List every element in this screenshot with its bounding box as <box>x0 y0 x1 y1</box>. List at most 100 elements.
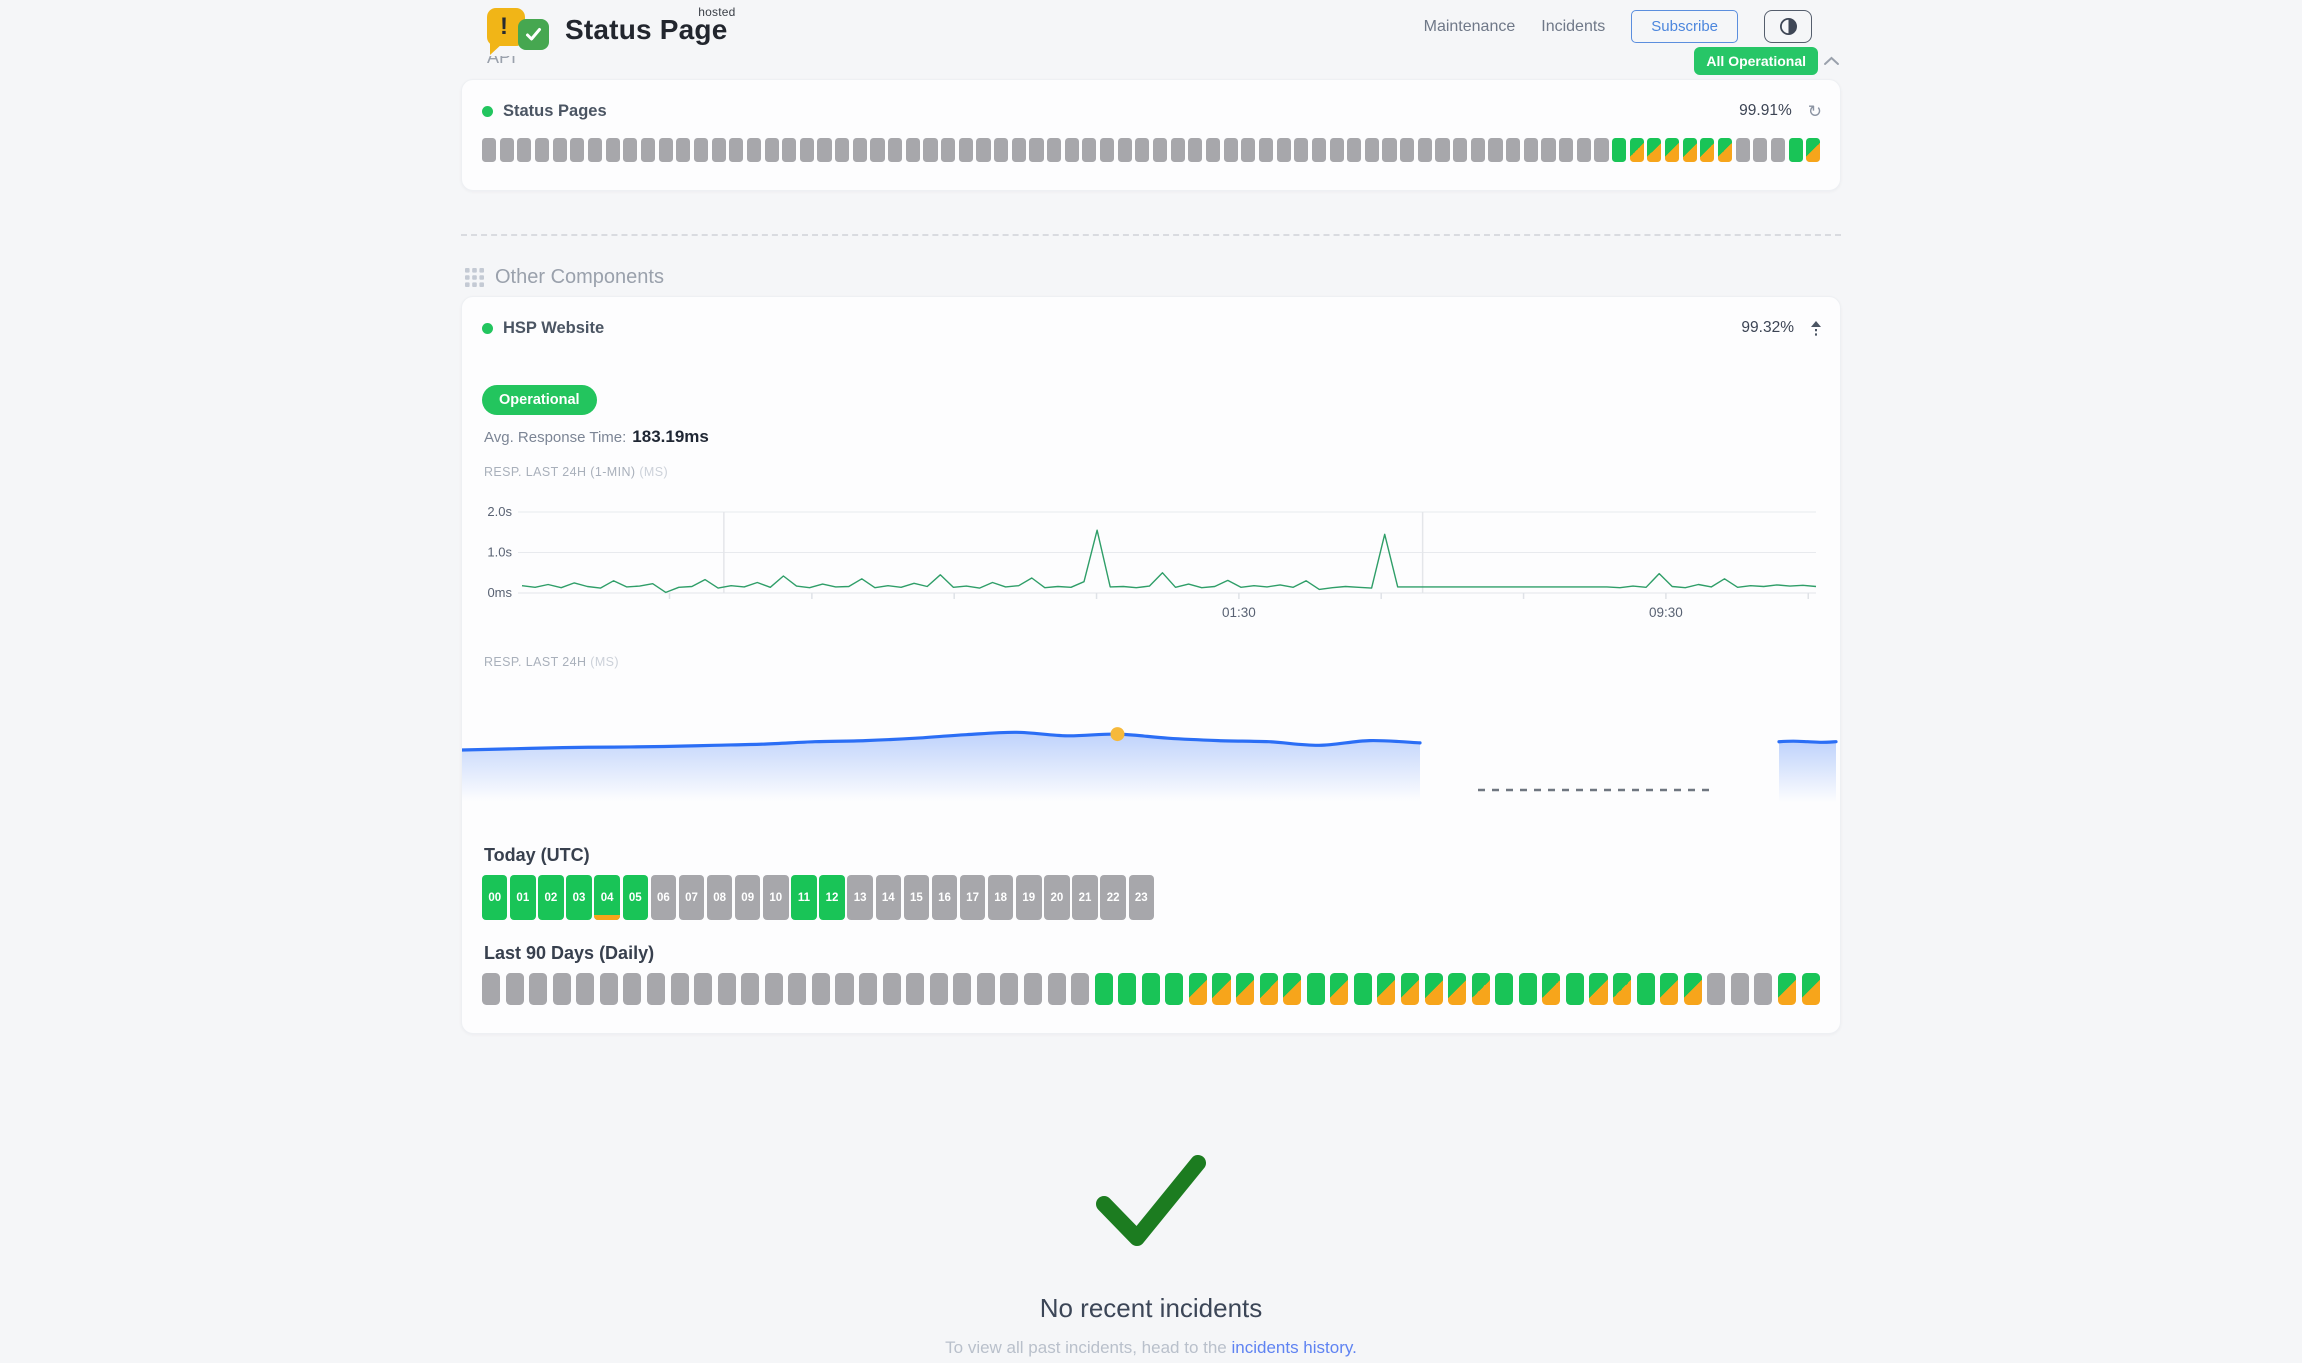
hour-block-11: 11 <box>791 875 817 920</box>
hour-block-04: 04 <box>594 875 621 920</box>
uptime-bar-nodata <box>1152 138 1168 162</box>
hour-block-23: 23 <box>1128 875 1154 920</box>
hour-block-09: 09 <box>734 875 761 920</box>
uptime-bar-degraded <box>1424 973 1443 1005</box>
brand-title: Status Page hosted <box>565 5 735 46</box>
uptime-bar-up <box>1788 138 1803 162</box>
uptime-bar-up <box>1094 973 1113 1005</box>
uptime-bars-90-days <box>482 973 1820 1005</box>
uptime-bar-degraded <box>1283 973 1302 1005</box>
uptime-bar-nodata <box>1754 973 1773 1005</box>
uptime-bar-nodata <box>746 138 761 162</box>
uptime-bar-nodata <box>711 138 726 162</box>
component-row-status-pages[interactable]: Status Pages <box>482 102 607 121</box>
uptime-bar-nodata <box>570 138 585 162</box>
section-divider <box>461 234 1841 236</box>
incidents-subtitle-suffix: . <box>1352 1338 1357 1357</box>
uptime-bar-up <box>1118 973 1137 1005</box>
chart1-unit: (MS) <box>639 465 669 479</box>
uptime-bar-nodata <box>1347 138 1362 162</box>
grid-icon <box>465 267 484 287</box>
uptime-bar-nodata <box>976 138 991 162</box>
uptime-bar-nodata <box>1170 138 1185 162</box>
uptime-bar-nodata <box>941 138 956 162</box>
dark-mode-toggle[interactable] <box>1764 10 1812 43</box>
uptime-bar-nodata <box>1400 138 1415 162</box>
incidents-subtitle: To view all past incidents, head to the … <box>0 1338 2302 1358</box>
uptime-bar-nodata <box>729 138 744 162</box>
nav-incidents[interactable]: Incidents <box>1541 18 1606 35</box>
hour-block-12: 12 <box>819 875 845 920</box>
hour-block-14: 14 <box>875 875 901 920</box>
brand-check-icon <box>518 19 549 50</box>
uptime-bar-nodata <box>534 138 550 162</box>
uptime-bar-nodata <box>1753 138 1768 162</box>
uptime-bar-nodata <box>1188 138 1203 162</box>
response-time-24h-chart <box>462 727 1838 809</box>
uptime-bar-nodata <box>994 138 1009 162</box>
uptime-bar-degraded <box>1400 973 1419 1005</box>
uptime-percentage: 99.32% <box>1741 319 1794 336</box>
uptime-bar-degraded <box>1683 973 1702 1005</box>
uptime-bar-nodata <box>905 138 920 162</box>
svg-text:09:30: 09:30 <box>1649 605 1683 620</box>
hour-block-02: 02 <box>538 875 564 920</box>
uptime-bar-up <box>1518 973 1537 1005</box>
uptime-bar-up <box>1141 973 1160 1005</box>
uptime-bar-nodata <box>576 973 595 1005</box>
hour-block-00: 00 <box>482 875 508 920</box>
hour-block-17: 17 <box>959 875 986 920</box>
uptime-bar-nodata <box>1311 138 1326 162</box>
uptime-bar-nodata <box>505 973 524 1005</box>
other-components-header: Other Components <box>465 266 664 289</box>
uptime-bar-nodata <box>623 973 642 1005</box>
uptime-bar-nodata <box>929 973 948 1005</box>
uptime-bar-nodata <box>552 138 567 162</box>
uptime-bar-nodata <box>1047 138 1062 162</box>
uptime-bar-nodata <box>1382 138 1397 162</box>
uptime-bar-nodata <box>859 973 878 1005</box>
svg-text:01:30: 01:30 <box>1222 605 1256 620</box>
operational-badge: Operational <box>482 385 597 415</box>
uptime-bar-degraded <box>1377 973 1396 1005</box>
hour-block-22: 22 <box>1100 875 1126 920</box>
uptime-bar-nodata <box>888 138 903 162</box>
uptime-bar-nodata <box>782 138 797 162</box>
uptime-bar-up <box>1306 973 1325 1005</box>
uptime-bar-degraded <box>1589 973 1608 1005</box>
uptime-bar-nodata <box>676 138 691 162</box>
brand: ! Status Page hosted <box>487 4 787 60</box>
uptime-bar-nodata <box>482 973 501 1005</box>
no-incidents-title: No recent incidents <box>1039 1293 1263 1323</box>
chevron-up-icon[interactable] <box>1823 53 1840 71</box>
hour-block-15: 15 <box>903 875 930 920</box>
uptime-bar-nodata <box>1453 138 1468 162</box>
hour-block-03: 03 <box>566 875 592 920</box>
uptime-bar-nodata <box>953 973 972 1005</box>
nav-maintenance[interactable]: Maintenance <box>1423 18 1516 35</box>
refresh-icon[interactable]: ↻ <box>1807 101 1822 121</box>
uptime-bar-nodata <box>958 138 973 162</box>
svg-text:1.0s: 1.0s <box>487 545 512 560</box>
incidents-history-link[interactable]: incidents history <box>1231 1338 1353 1357</box>
status-dot <box>482 323 493 334</box>
header-nav: Maintenance Incidents Subscribe <box>1424 10 1812 43</box>
brand-title-text: Status Page <box>565 14 728 45</box>
uptime-bar-nodata <box>1064 138 1079 162</box>
overall-status-badge: All Operational <box>1694 47 1818 75</box>
hour-block-01: 01 <box>510 875 536 920</box>
subscribe-button[interactable]: Subscribe <box>1631 10 1738 43</box>
uptime-bar-nodata <box>1047 973 1066 1005</box>
uptime-bar-nodata <box>1329 138 1344 162</box>
uptime-bar-nodata <box>1770 138 1786 162</box>
hour-block-20: 20 <box>1044 875 1070 920</box>
hour-block-07: 07 <box>678 875 705 920</box>
avg-response-label: Avg. Response Time: <box>484 429 627 446</box>
today-heading: Today (UTC) <box>484 845 590 865</box>
uptime-bar-nodata <box>1223 138 1238 162</box>
uptime-bar-degraded <box>1613 973 1632 1005</box>
component-row-hsp-website[interactable]: HSP Website <box>482 319 604 338</box>
uptime-bar-nodata <box>529 973 548 1005</box>
arrow-up-icon[interactable] <box>1810 320 1822 337</box>
